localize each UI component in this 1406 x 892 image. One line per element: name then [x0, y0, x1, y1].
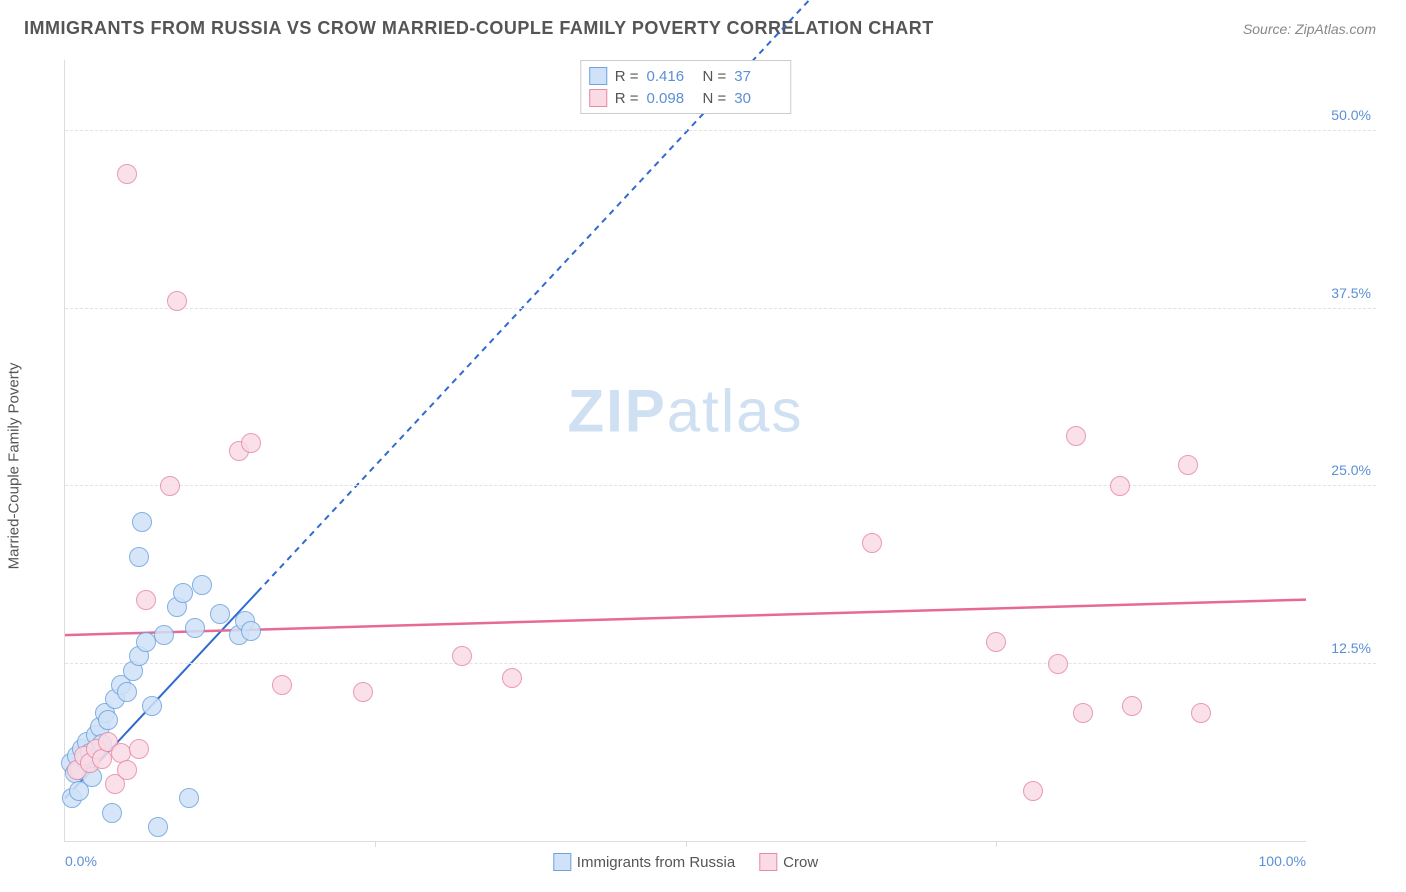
watermark: ZIPatlas	[567, 377, 803, 446]
data-point-russia	[142, 696, 162, 716]
data-point-crow	[353, 682, 373, 702]
n-value: 30	[734, 90, 782, 107]
plot-area: ZIPatlas R =0.416N =37R =0.098N =30 Immi…	[64, 60, 1306, 842]
chart-container: Married-Couple Family Poverty ZIPatlas R…	[24, 50, 1376, 882]
legend-series: Immigrants from Russia Crow	[553, 853, 818, 871]
data-point-russia	[185, 618, 205, 638]
data-point-crow	[862, 533, 882, 553]
data-point-crow	[272, 675, 292, 695]
gridline-horizontal	[65, 485, 1376, 486]
y-axis-label: Married-Couple Family Poverty	[6, 363, 23, 570]
y-tick-label: 12.5%	[1331, 640, 1371, 656]
x-tick-label: 100.0%	[1259, 853, 1306, 869]
legend-correlation-row: R = 0.416 N = 37	[589, 65, 783, 87]
legend-series-label: Immigrants from Russia	[577, 854, 735, 871]
data-point-russia	[148, 817, 168, 837]
data-point-crow	[92, 749, 112, 769]
legend-correlation-row: R = 0.098 N = 30	[589, 87, 783, 109]
legend-swatch	[589, 67, 607, 85]
data-point-crow	[1178, 455, 1198, 475]
gridline-horizontal	[65, 308, 1376, 309]
r-value: 0.416	[647, 68, 695, 85]
legend-swatch	[553, 853, 571, 871]
data-point-russia	[136, 632, 156, 652]
chart-title: IMMIGRANTS FROM RUSSIA VS CROW MARRIED-C…	[24, 18, 934, 39]
legend-swatch	[589, 89, 607, 107]
data-point-crow	[1110, 476, 1130, 496]
data-point-crow	[241, 433, 261, 453]
gridline-horizontal	[65, 663, 1376, 664]
data-point-russia	[210, 604, 230, 624]
chart-header: IMMIGRANTS FROM RUSSIA VS CROW MARRIED-C…	[0, 0, 1406, 49]
y-tick-label: 50.0%	[1331, 107, 1371, 123]
data-point-crow	[1122, 696, 1142, 716]
data-point-crow	[1191, 703, 1211, 723]
data-point-crow	[167, 291, 187, 311]
y-tick-label: 37.5%	[1331, 285, 1371, 301]
n-label: N =	[703, 90, 727, 107]
source-attribution: Source: ZipAtlas.com	[1243, 21, 1376, 37]
data-point-crow	[136, 590, 156, 610]
data-point-russia	[117, 682, 137, 702]
data-point-russia	[192, 575, 212, 595]
n-value: 37	[734, 68, 782, 85]
data-point-russia	[241, 621, 261, 641]
n-label: N =	[703, 68, 727, 85]
data-point-russia	[179, 788, 199, 808]
data-point-crow	[117, 164, 137, 184]
data-point-crow	[452, 646, 472, 666]
data-point-russia	[102, 803, 122, 823]
data-point-russia	[173, 583, 193, 603]
data-point-crow	[117, 760, 137, 780]
x-tick-label: 0.0%	[65, 853, 97, 869]
data-point-russia	[154, 625, 174, 645]
x-tick-mark	[375, 841, 376, 847]
data-point-crow	[160, 476, 180, 496]
r-label: R =	[615, 90, 639, 107]
data-point-russia	[129, 547, 149, 567]
legend-series-item: Crow	[759, 853, 818, 871]
data-point-crow	[1066, 426, 1086, 446]
data-point-crow	[986, 632, 1006, 652]
data-point-russia	[98, 710, 118, 730]
data-point-russia	[69, 781, 89, 801]
r-label: R =	[615, 68, 639, 85]
y-tick-label: 25.0%	[1331, 462, 1371, 478]
data-point-crow	[1023, 781, 1043, 801]
legend-series-label: Crow	[783, 854, 818, 871]
legend-swatch	[759, 853, 777, 871]
data-point-crow	[129, 739, 149, 759]
legend-correlation: R = 0.416 N = 37 R = 0.098 N = 30	[580, 60, 792, 114]
legend-series-item: Immigrants from Russia	[553, 853, 735, 871]
watermark-light: atlas	[667, 378, 804, 445]
data-point-crow	[502, 668, 522, 688]
data-point-russia	[132, 512, 152, 532]
gridline-horizontal	[65, 130, 1376, 131]
data-point-crow	[1073, 703, 1093, 723]
x-tick-mark	[996, 841, 997, 847]
x-tick-mark	[686, 841, 687, 847]
data-point-crow	[1048, 654, 1068, 674]
watermark-bold: ZIP	[567, 378, 666, 445]
r-value: 0.098	[647, 90, 695, 107]
